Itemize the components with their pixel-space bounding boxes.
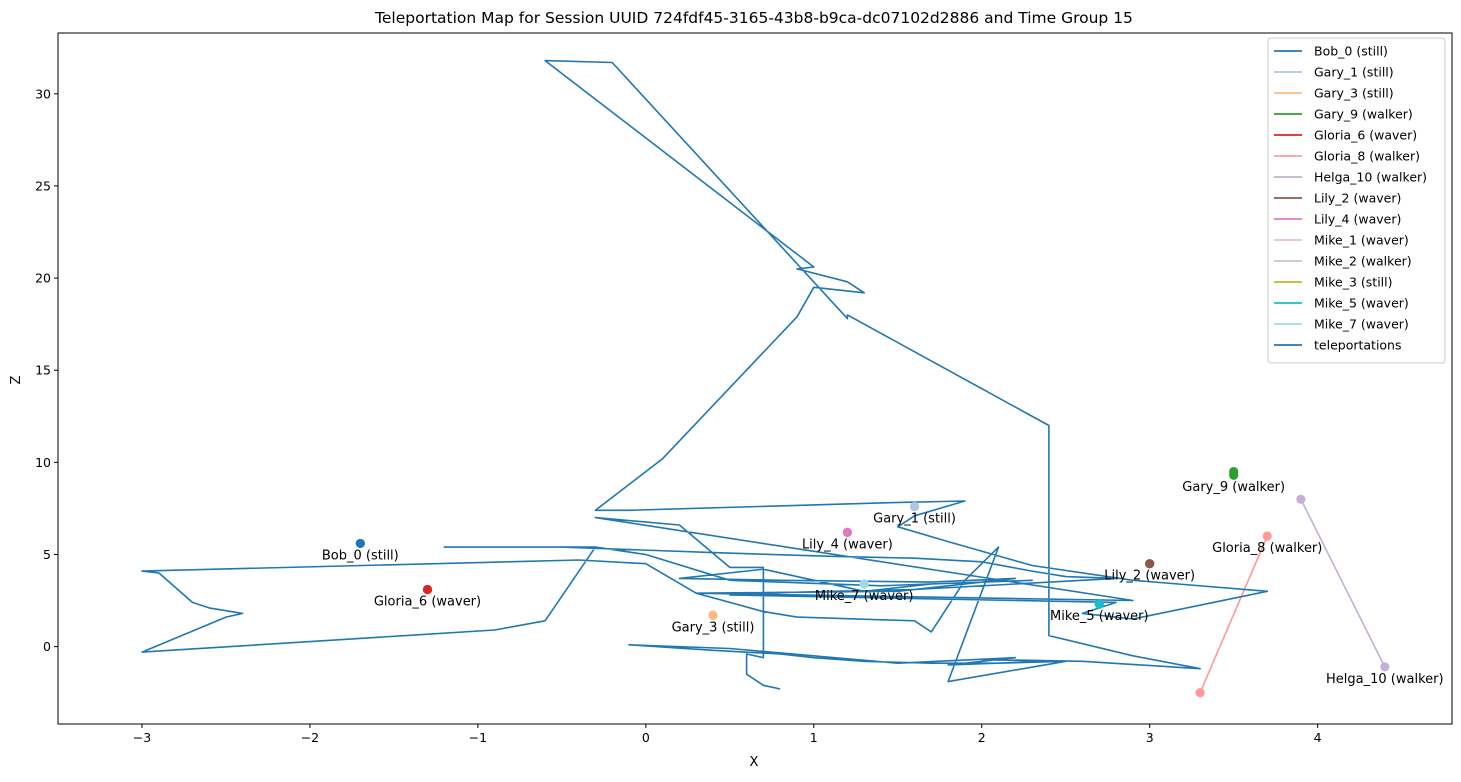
legend-entry-mike-7-waver: Mike_7 (waver) <box>1314 317 1409 332</box>
data-point-mike-5-waver-1 <box>1094 599 1104 609</box>
point-label-gary-9-walker: Gary_9 (walker) <box>1182 480 1285 495</box>
plot-area <box>141 59 1390 698</box>
legend: Bob_0 (still) Gary_1 (still) Gary_3 (still… <box>1267 37 1446 364</box>
x-tick-label: 3 <box>1146 730 1154 745</box>
point-label-gloria-8-walker: Gloria_8 (walker) <box>1212 541 1322 556</box>
axes-frame <box>57 32 1453 725</box>
point-label-mike-5-waver: Mike_5 (waver) <box>1050 609 1149 624</box>
point-label-mike-7-waver: Mike_7 (waver) <box>815 589 914 604</box>
y-tick-label: 10 <box>35 455 51 470</box>
x-tick-label: −1 <box>469 730 487 745</box>
legend-entry-gloria-6-waver: Gloria_6 (waver) <box>1314 128 1417 143</box>
legend-entry-lily-4-waver: Lily_4 (waver) <box>1314 212 1401 227</box>
point-label-gary-3-still: Gary_3 (still) <box>672 620 755 635</box>
data-point-gloria-6-waver-1 <box>422 584 433 595</box>
point-label-helga-10-walker: Helga_10 (walker) <box>1326 672 1444 687</box>
y-tick-label: 20 <box>35 271 51 286</box>
data-point-helga-10-walker-1 <box>1380 662 1390 672</box>
axis-ticks: −3 −2 −1 0 1 2 3 4 0 5 10 15 20 25 30 <box>35 86 1322 745</box>
x-tick-label: −3 <box>133 730 151 745</box>
data-point-lily-4-waver-1 <box>842 527 852 537</box>
y-tick-label: 5 <box>43 547 51 562</box>
legend-entry-mike-5-waver: Mike_5 (waver) <box>1314 296 1409 311</box>
data-point-lily-2-waver-1 <box>1145 559 1155 569</box>
legend-entry-gary-9-walker: Gary_9 (walker) <box>1314 107 1413 122</box>
legend-entry-teleportations: teleportations <box>1314 338 1402 353</box>
data-point-mike-7-waver-1 <box>859 579 869 589</box>
legend-entry-mike-3-still: Mike_3 (still) <box>1314 275 1393 290</box>
data-point-gloria-8-walker-1 <box>1195 688 1205 698</box>
legend-entry-gloria-8-walker: Gloria_8 (walker) <box>1314 149 1420 164</box>
data-point-gary-3-still-1 <box>708 610 718 620</box>
point-label-bob-0-still: Bob_0 (still) <box>322 548 399 563</box>
data-point-gloria-8-walker-0 <box>1262 531 1272 541</box>
data-point-bob-0-still-1 <box>355 538 365 549</box>
series-line-helga-10-walker <box>1300 498 1386 668</box>
point-label-gloria-6-waver: Gloria_6 (waver) <box>374 594 481 609</box>
legend-entry-gary-3-still: Gary_3 (still) <box>1314 86 1394 101</box>
x-tick-label: 4 <box>1314 730 1322 745</box>
x-tick-label: 0 <box>642 730 650 745</box>
data-point-gary-9-walker-1 <box>1229 470 1239 480</box>
legend-entry-mike-1-waver: Mike_1 (waver) <box>1314 233 1409 248</box>
data-point-helga-10-walker-0 <box>1296 494 1306 504</box>
legend-entry-lily-2-waver: Lily_2 (waver) <box>1314 191 1401 206</box>
y-tick-label: 30 <box>35 86 51 101</box>
y-tick-label: 0 <box>43 639 51 654</box>
x-tick-label: 1 <box>810 730 818 745</box>
point-label-lily-2-waver: Lily_2 (waver) <box>1104 569 1195 584</box>
x-tick-label: 2 <box>978 730 986 745</box>
legend-entry-mike-2-walker: Mike_2 (walker) <box>1314 254 1412 269</box>
point-label-gary-1-still: Gary_1 (still) <box>873 512 956 527</box>
x-axis-label: X <box>750 755 759 770</box>
legend-box <box>1267 37 1446 364</box>
data-point-gary-1-still-1 <box>909 501 920 512</box>
y-tick-label: 25 <box>35 178 51 193</box>
chart-title: Teleportation Map for Session UUID 724fd… <box>374 9 1133 27</box>
x-tick-label: −2 <box>301 730 319 745</box>
point-labels: Bob_0 (still) Gary_1 (still) Gary_3 (still… <box>322 480 1444 687</box>
y-tick-label: 15 <box>35 363 51 378</box>
point-label-lily-4-waver: Lily_4 (waver) <box>802 537 893 552</box>
legend-entry-helga-10-walker: Helga_10 (walker) <box>1314 170 1427 185</box>
y-axis-label: Z <box>9 375 24 384</box>
legend-entry-gary-1-still: Gary_1 (still) <box>1314 65 1394 80</box>
legend-entry-bob-0-still: Bob_0 (still) <box>1314 44 1388 59</box>
series-line-gloria-8-walker <box>1199 535 1269 694</box>
series-line-teleportations <box>141 59 1269 690</box>
